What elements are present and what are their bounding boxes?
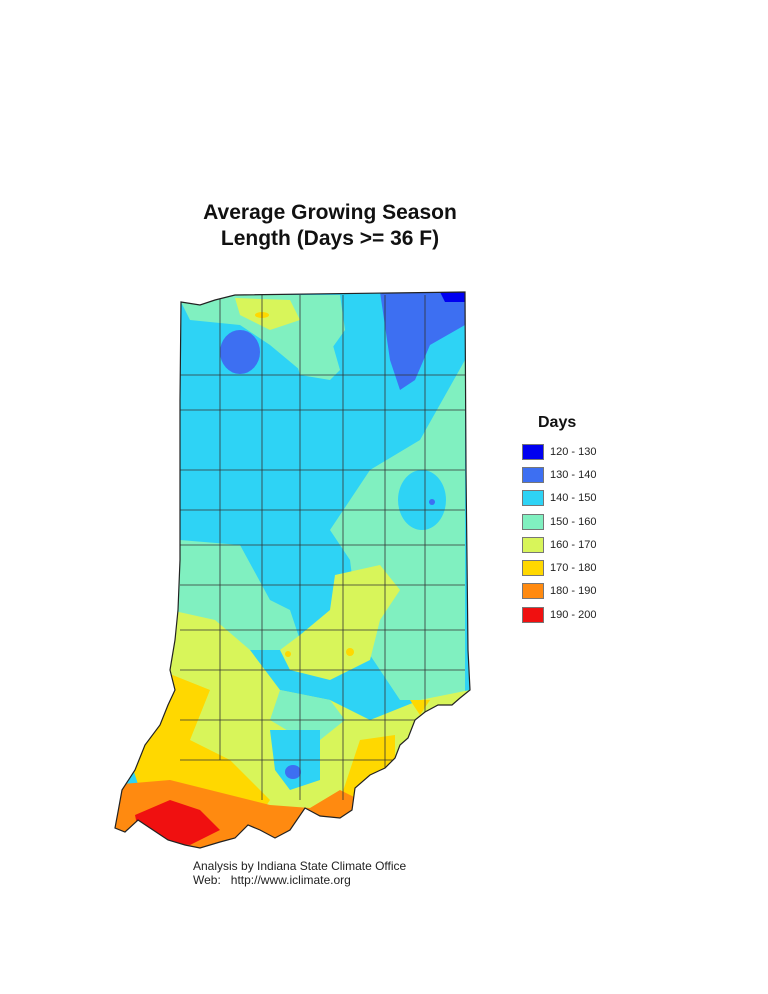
legend-label: 180 - 190 (550, 585, 597, 598)
legend-item: 150 - 160 (522, 510, 596, 533)
credit: Analysis by Indiana State Climate Office… (193, 859, 406, 887)
legend: Days 120 - 130 130 - 140 140 - 150 150 - 16… (522, 414, 596, 626)
legend-swatch (522, 560, 544, 577)
legend-item: 130 - 140 (522, 463, 596, 486)
legend-label: 170 - 180 (550, 562, 597, 575)
legend-item: 120 - 130 (522, 440, 596, 463)
legend-item: 170 - 180 (522, 556, 596, 579)
legend-item: 140 - 150 (522, 487, 596, 510)
legend-item: 180 - 190 (522, 580, 596, 603)
legend-label: 130 - 140 (550, 468, 597, 481)
legend-swatch (522, 466, 544, 483)
state-border (114, 291, 471, 849)
legend-swatch (522, 583, 544, 600)
legend-item: 160 - 170 (522, 533, 596, 556)
legend-swatch (522, 490, 544, 507)
map-fill (115, 292, 470, 848)
legend-label: 120 - 130 (550, 445, 597, 458)
credit-line-2: Web: http://www.iclimate.org (193, 873, 351, 887)
legend-swatch (522, 606, 544, 623)
legend-label: 140 - 150 (550, 492, 597, 505)
legend-label: 150 - 160 (550, 515, 597, 528)
credit-line-1: Analysis by Indiana State Climate Office (193, 859, 407, 873)
legend-label: 190 - 200 (550, 608, 597, 621)
legend-item: 190 - 200 (522, 603, 596, 626)
title-line-2: Length (Days >= 36 F) (220, 227, 440, 250)
legend-title: Days (538, 414, 577, 431)
legend-swatch (522, 443, 544, 460)
title-line-1: Average Growing Season (203, 201, 457, 224)
map-title: Average Growing Season Length (Days >= 3… (180, 200, 480, 252)
legend-swatch (522, 536, 544, 553)
legend-label: 160 - 170 (550, 538, 597, 551)
legend-swatch (522, 513, 544, 530)
